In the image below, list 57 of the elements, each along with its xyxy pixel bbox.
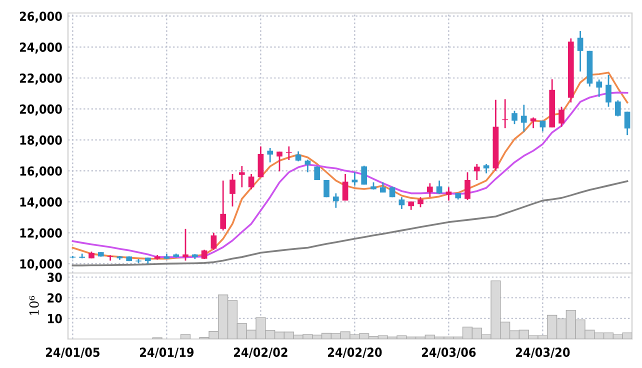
x-tick-label: 24/03/06 — [422, 348, 476, 358]
candlestick — [295, 150, 302, 162]
candlestick — [248, 173, 254, 190]
y-tick-label: 16,000 — [20, 166, 62, 178]
candlestick — [596, 78, 602, 98]
candlestick — [361, 165, 368, 186]
line-series — [72, 180, 628, 266]
candlestick — [276, 150, 282, 172]
x-tick-label: 24/03/20 — [516, 348, 570, 358]
candlestick — [304, 159, 311, 173]
x-tick-label: 24/01/05 — [46, 348, 100, 358]
candlestick — [624, 111, 630, 136]
y-tick-label: 26,000 — [20, 12, 62, 23]
candlestick — [230, 173, 236, 208]
candlestick — [418, 196, 424, 208]
y-tick-label: 30 — [48, 272, 62, 282]
candlestick — [79, 252, 86, 259]
candlestick — [577, 30, 584, 72]
x-tick-label: 24/01/19 — [140, 348, 194, 358]
candlestick — [606, 74, 612, 108]
y-tick-label: 22,000 — [20, 73, 62, 85]
y-tick-label: 12,000 — [20, 228, 62, 240]
candlestick — [182, 228, 188, 262]
candlestick — [474, 163, 480, 181]
y-tick-label: 10 — [48, 314, 62, 324]
candlestick — [210, 232, 217, 250]
candlestick — [107, 254, 114, 262]
candlestick — [530, 116, 536, 129]
candlestick — [512, 110, 518, 125]
y-tick-label: 20,000 — [20, 104, 62, 116]
candlestick — [398, 196, 405, 210]
y-tick-label: 14,000 — [20, 197, 62, 208]
x-tick-label: 24/02/02 — [234, 348, 288, 358]
candlestick — [342, 173, 348, 202]
candlestick — [332, 192, 339, 209]
candlestick — [446, 186, 452, 202]
candlestick — [258, 146, 264, 178]
x-tick-label: 24/02/20 — [328, 348, 382, 358]
candlestick — [540, 120, 546, 132]
bar — [180, 334, 191, 339]
candlestick — [614, 100, 621, 118]
candlestick — [314, 166, 320, 181]
candlestick — [426, 182, 433, 198]
candlestick — [520, 104, 527, 132]
candlestick — [464, 172, 470, 201]
y-tick-label: 18,000 — [20, 135, 62, 146]
candlestick — [220, 180, 226, 232]
candlestick — [483, 163, 490, 174]
y-tick-label: 10,000 — [20, 259, 62, 270]
candlestick — [436, 180, 442, 195]
candlestick — [238, 165, 245, 188]
y-axis-title: 10⁶ — [29, 296, 39, 315]
candlestick — [352, 172, 358, 186]
y-tick-label: 24,000 — [20, 42, 62, 54]
y-tick-label: 20 — [48, 293, 62, 303]
candlestick — [267, 147, 274, 164]
candlestick — [558, 106, 564, 128]
